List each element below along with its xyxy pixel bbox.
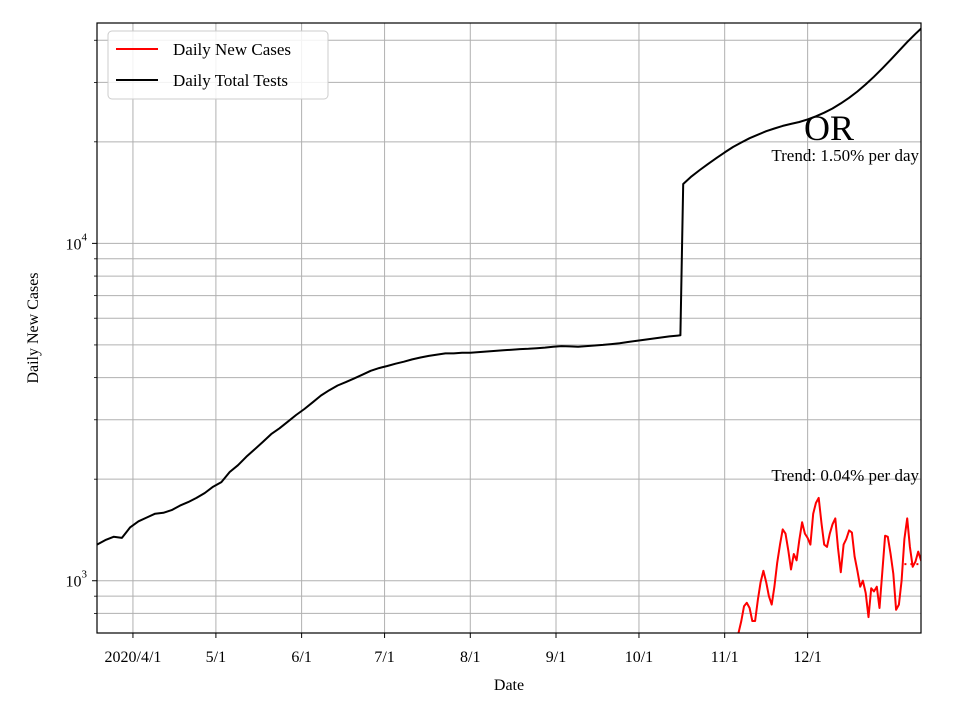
legend-label-cases: Daily New Cases — [173, 40, 291, 59]
x-tick-label: 7/1 — [374, 649, 394, 666]
legend-label-tests: Daily Total Tests — [173, 71, 288, 90]
y-axis-label: Daily New Cases — [25, 272, 42, 383]
cases-trend-label: Trend: 0.04% per day — [771, 466, 919, 485]
x-axis-ticks: 2020/4/1 5/1 6/1 7/1 8/1 9/1 10/1 11/1 12/1 — [105, 633, 822, 666]
series-layer — [97, 27, 921, 633]
state-label: OR — [804, 108, 854, 148]
plot-frame — [96, 22, 922, 634]
tests-trend-label: Trend: 1.50% per day — [771, 146, 919, 165]
legend: Daily New Cases Daily Total Tests — [107, 30, 329, 100]
legend-box — [107, 30, 329, 100]
x-tick-label: 10/1 — [625, 649, 653, 666]
y-tick-label: 103 — [66, 569, 88, 591]
y-axis-ticks: 103 104 — [66, 39, 97, 614]
x-tick-label: 12/1 — [793, 649, 821, 666]
y-tick-label: 104 — [66, 231, 88, 253]
x-tick-label: 11/1 — [711, 649, 739, 666]
x-tick-label: 6/1 — [291, 649, 311, 666]
grid — [97, 23, 921, 633]
x-tick-label: 9/1 — [546, 649, 566, 666]
x-tick-label: 8/1 — [460, 649, 480, 666]
x-axis-label: Date — [494, 677, 524, 694]
x-tick-label: 2020/4/1 — [105, 649, 162, 666]
series-line-daily-total-tests — [97, 27, 921, 546]
series-line-daily-new-cases — [737, 496, 921, 633]
x-tick-label: 5/1 — [206, 649, 226, 666]
